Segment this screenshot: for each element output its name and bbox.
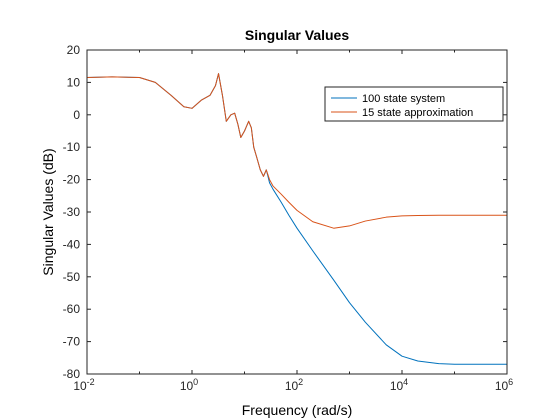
- y-tick-label: -30: [63, 205, 81, 219]
- x-tick-label: 106: [495, 377, 513, 393]
- y-tick-label: -60: [63, 302, 81, 316]
- x-axis-label: Frequency (rad/s): [242, 402, 352, 418]
- x-tick-label: 10-2: [73, 377, 94, 393]
- y-tick-label: -50: [63, 270, 81, 284]
- y-tick-label: -70: [63, 335, 81, 349]
- legend: 100 state system 15 state approximation: [324, 86, 504, 122]
- y-tick-label: -80: [63, 367, 81, 381]
- chart-title: Singular Values: [245, 27, 349, 43]
- y-tick-label: -40: [63, 237, 81, 251]
- y-tick-label: -10: [63, 140, 81, 154]
- legend-box: [324, 86, 504, 122]
- data-layer: [86, 73, 507, 365]
- series-line-2: [86, 73, 507, 229]
- x-tick-label: 104: [390, 377, 408, 393]
- y-tick-label: 20: [67, 43, 81, 57]
- ticks-layer: 10-2 100 102 104 10620100-10-20-30-40-50-60-…: [63, 43, 514, 393]
- y-axis-label: Singular Values (dB): [40, 148, 56, 275]
- y-tick-label: -20: [63, 173, 81, 187]
- y-tick-label: 10: [67, 75, 81, 89]
- legend-label-2: 15 state approximation: [362, 107, 473, 119]
- y-tick-label: 0: [73, 108, 80, 122]
- legend-label-1: 100 state system: [362, 93, 445, 105]
- x-tick-label: 100: [180, 377, 198, 393]
- x-tick-label: 102: [285, 377, 303, 393]
